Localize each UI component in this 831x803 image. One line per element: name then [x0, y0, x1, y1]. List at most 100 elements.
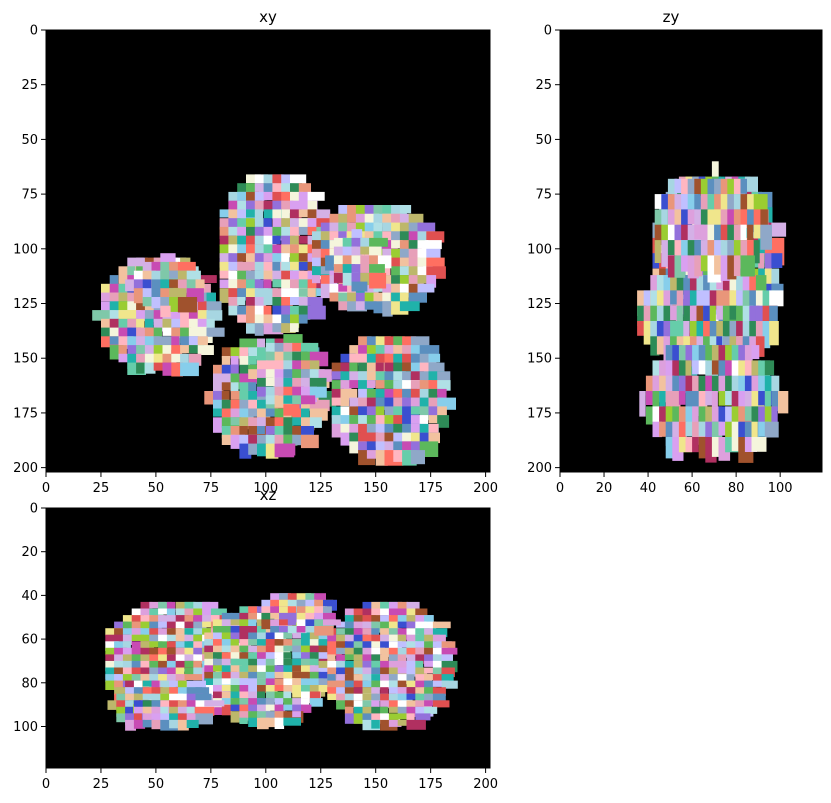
segment-cell [136, 301, 146, 312]
segment-cell [650, 305, 662, 332]
segment-cell [292, 698, 308, 710]
segment-cell [193, 641, 207, 653]
segment-cell [107, 700, 121, 710]
segment-cell [406, 693, 420, 700]
segment-cell [193, 654, 207, 664]
segment-cell [659, 391, 666, 410]
segment-cell [307, 226, 322, 236]
x-tick-label: 50 [148, 481, 165, 496]
segment-cell [388, 634, 405, 644]
segment-cell [406, 641, 424, 653]
segment-cell [105, 674, 121, 683]
segment-cell [371, 634, 381, 643]
segment-cell [265, 685, 278, 692]
segment-cell [364, 301, 377, 310]
segment-cell [239, 645, 254, 652]
segment-cell [380, 700, 390, 708]
segment-cell [312, 240, 323, 252]
segment-cell [380, 601, 398, 611]
segment-cell [263, 270, 274, 282]
segment-cell [309, 678, 324, 689]
segment-cell [733, 224, 746, 246]
segment-cell [151, 297, 163, 309]
segment-cell [221, 356, 231, 368]
y-tick-label: 50 [21, 133, 38, 148]
segment-cell [149, 608, 164, 616]
segment-cell [731, 375, 740, 392]
segment-cell [298, 191, 313, 202]
segment-cell [733, 178, 746, 197]
segment-cell [283, 691, 292, 703]
segment-cell [441, 674, 454, 684]
segment-cell [736, 290, 748, 313]
segment-cell [296, 619, 311, 631]
segment-cell [257, 698, 270, 709]
segment-cell [169, 693, 184, 702]
panel-xy-plot [45, 29, 491, 473]
segment-cell [327, 660, 342, 672]
segment-cell [221, 612, 233, 621]
segment-cell [263, 314, 276, 325]
x-tick-label: 175 [418, 777, 443, 792]
segment-cell [355, 301, 366, 311]
segment-cell [384, 388, 396, 403]
segment-cell [197, 301, 208, 312]
segment-cell [272, 235, 281, 245]
segment-cell [366, 353, 381, 366]
segment-cell [248, 698, 263, 706]
segment-cell [131, 615, 144, 625]
segment-cell [301, 408, 310, 422]
segment-cell [380, 693, 396, 701]
segment-cell [371, 660, 381, 671]
segment-cell [312, 266, 330, 276]
segment-cell [105, 654, 123, 661]
segment-cell [283, 658, 293, 667]
segment-cell [114, 634, 130, 643]
segment-cell [142, 719, 154, 728]
segment-cell [136, 362, 145, 374]
segment-cell [301, 342, 319, 353]
segment-cell [333, 246, 345, 261]
segment-cell [362, 713, 373, 723]
segment-cell [327, 687, 343, 698]
segment-cell [125, 700, 134, 711]
segment-cell [265, 704, 279, 711]
segment-cell [388, 641, 402, 652]
segment-cell [685, 391, 693, 413]
segment-cell [694, 240, 705, 262]
segment-cell [122, 674, 136, 683]
segment-cell [149, 628, 159, 638]
segment-cell [399, 292, 409, 303]
segment-cell [676, 290, 684, 314]
segment-cell [432, 660, 449, 670]
segment-cell [674, 178, 683, 194]
segment-cell [206, 327, 225, 337]
segment-cell [388, 660, 405, 669]
segment-cell [751, 360, 761, 388]
segment-cell [246, 305, 259, 317]
segment-cell [716, 290, 724, 311]
segment-cell [769, 305, 778, 333]
segment-cell [694, 209, 705, 233]
segment-cell [441, 641, 456, 652]
segment-cell [204, 671, 216, 683]
segment-cell [175, 621, 187, 631]
segment-cell [683, 321, 690, 347]
segment-cell [417, 240, 429, 251]
segment-cell [362, 615, 376, 627]
segment-cell [248, 711, 259, 722]
segment-cell [125, 680, 142, 691]
segment-cell [388, 674, 401, 685]
segment-cell [351, 246, 362, 261]
segment-cell [279, 599, 291, 611]
segment-cell [184, 634, 194, 642]
segment-cell [213, 626, 229, 636]
segment-cell [195, 693, 212, 705]
segment-cell [101, 283, 111, 296]
segment-cell [133, 687, 150, 699]
segment-cell [127, 266, 136, 276]
segment-cell [366, 432, 379, 446]
segment-cell [228, 261, 243, 271]
segment-cell [323, 599, 337, 611]
segment-cell [696, 275, 709, 294]
